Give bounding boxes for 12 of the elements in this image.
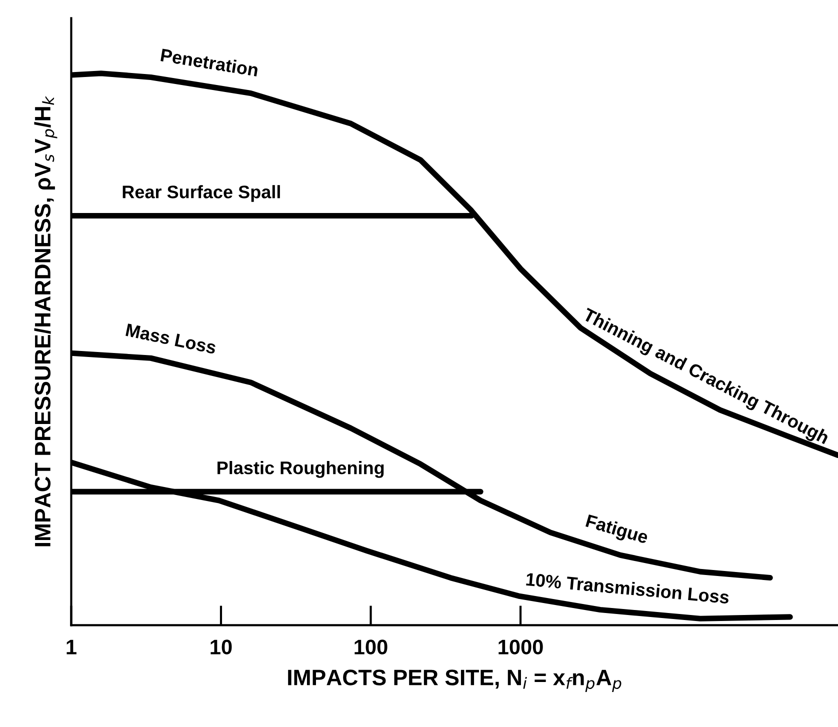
x-tick-label: 100: [354, 640, 388, 654]
x-tick-label: 1000: [498, 640, 543, 654]
annotation: Penetration: [160, 48, 258, 77]
annotation: Rear Surface Spall: [122, 185, 280, 202]
annotation: Fatigue: [584, 514, 650, 548]
x-axis-title: IMPACTS PER SITE, N$_{i}$ = x$_{f}$n$_{p}$A$_{p}$: [288, 670, 622, 692]
annotation: Mass Loss: [126, 324, 217, 354]
y-axis-title: IMPACT PRESSURE/HARDNESS, ρV$_{s}$V$_{p}$/H$_{k}$: [34, 96, 58, 546]
annotation: 10% Transmission Loss: [526, 572, 730, 604]
x-tick-label: 1: [66, 640, 76, 654]
annotation: Plastic Roughening: [218, 460, 384, 478]
x-tick-label: 10: [210, 640, 232, 654]
